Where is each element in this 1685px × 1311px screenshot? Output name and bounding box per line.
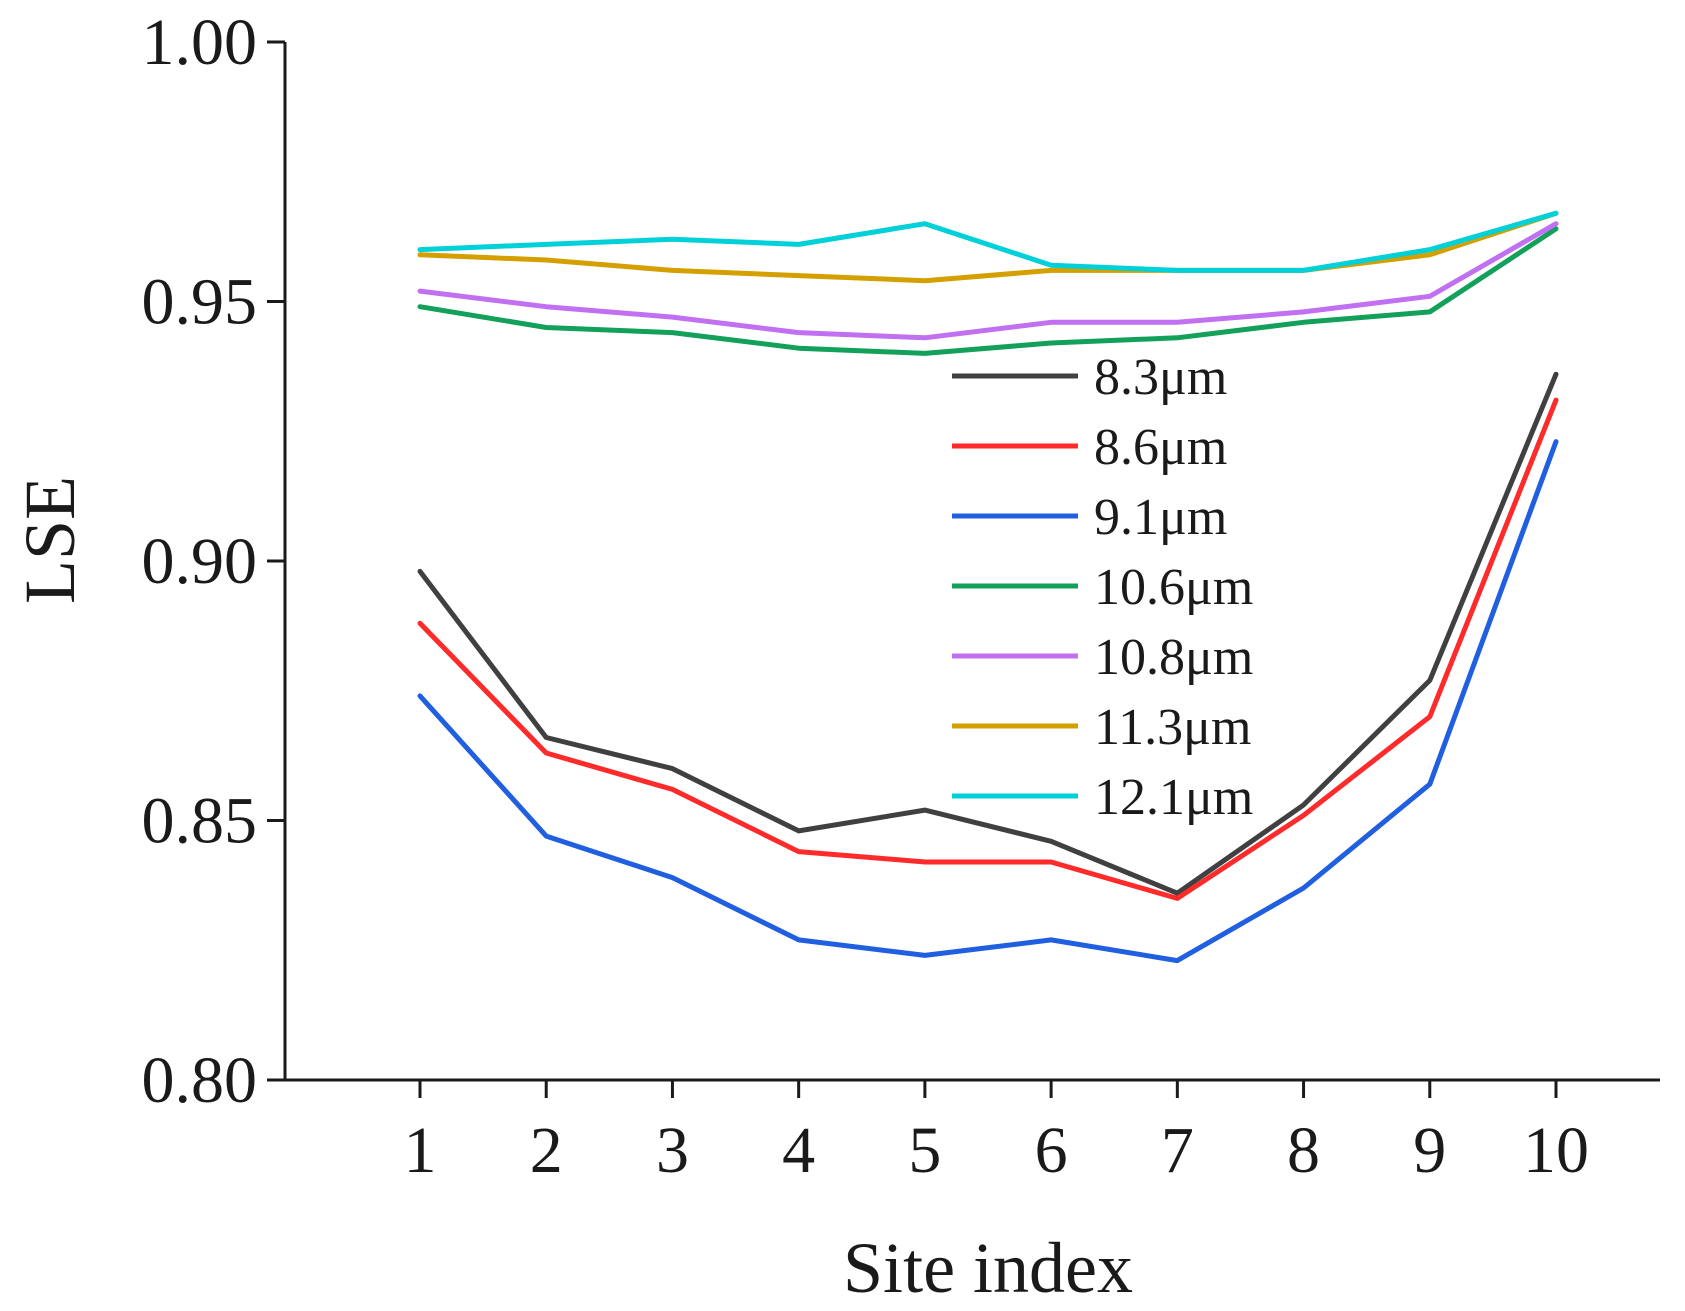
legend-item: 9.1μm: [952, 489, 1227, 546]
legend-label: 8.6μm: [1094, 419, 1227, 476]
legend-label: 9.1μm: [1094, 489, 1227, 546]
x-tick-label: 8: [1287, 1114, 1320, 1187]
series-line-11-3um: [417, 210, 1559, 284]
y-ticks: 0.80 0.85 0.90 0.95 1.00: [142, 6, 285, 1117]
legend-item: 12.1μm: [952, 769, 1253, 826]
legend-label: 10.8μm: [1094, 629, 1253, 686]
legend-label: 11.3μm: [1094, 699, 1251, 756]
x-tick-label: 1: [404, 1114, 437, 1187]
series-line-12-1um: [417, 210, 1559, 273]
series-line-8-3um: [417, 371, 1559, 896]
x-axis-title: Site index: [843, 1228, 1133, 1308]
y-tick-label: 0.95: [142, 266, 258, 339]
series-lines: [417, 210, 1559, 964]
legend-item: 8.6μm: [952, 419, 1227, 476]
y-tick-label: 0.90: [142, 525, 258, 598]
legend: 8.3μm 8.6μm 9.1μm 10.6μm 10.8μm 11.3μm 12.1μm: [952, 349, 1253, 826]
x-tick-label: 6: [1035, 1114, 1068, 1187]
y-tick-label: 0.85: [142, 785, 258, 858]
series-line-10-6um: [417, 226, 1559, 356]
x-tick-label: 10: [1523, 1114, 1589, 1187]
x-tick-label: 7: [1161, 1114, 1194, 1187]
x-tick-label: 3: [656, 1114, 689, 1187]
legend-label: 10.6μm: [1094, 559, 1253, 616]
legend-item: 10.6μm: [952, 559, 1253, 616]
legend-label: 12.1μm: [1094, 769, 1253, 826]
legend-item: 11.3μm: [952, 699, 1251, 756]
x-tick-label: 2: [530, 1114, 563, 1187]
legend-label: 8.3μm: [1094, 349, 1227, 406]
series-line-8-6um: [417, 397, 1559, 901]
series-line-10-8um: [417, 221, 1559, 341]
x-tick-label: 5: [908, 1114, 941, 1187]
x-tick-label: 4: [782, 1114, 815, 1187]
legend-item: 8.3μm: [952, 349, 1227, 406]
y-tick-label: 1.00: [142, 6, 258, 79]
x-tick-label: 9: [1413, 1114, 1446, 1187]
series-line-9-1um: [417, 439, 1559, 964]
y-tick-label: 0.80: [142, 1044, 258, 1117]
x-ticks: 1 2 3 4 5 6 7 8 9 10: [404, 1080, 1589, 1187]
y-axis-title: LSE: [10, 476, 90, 604]
legend-item: 10.8μm: [952, 629, 1253, 686]
